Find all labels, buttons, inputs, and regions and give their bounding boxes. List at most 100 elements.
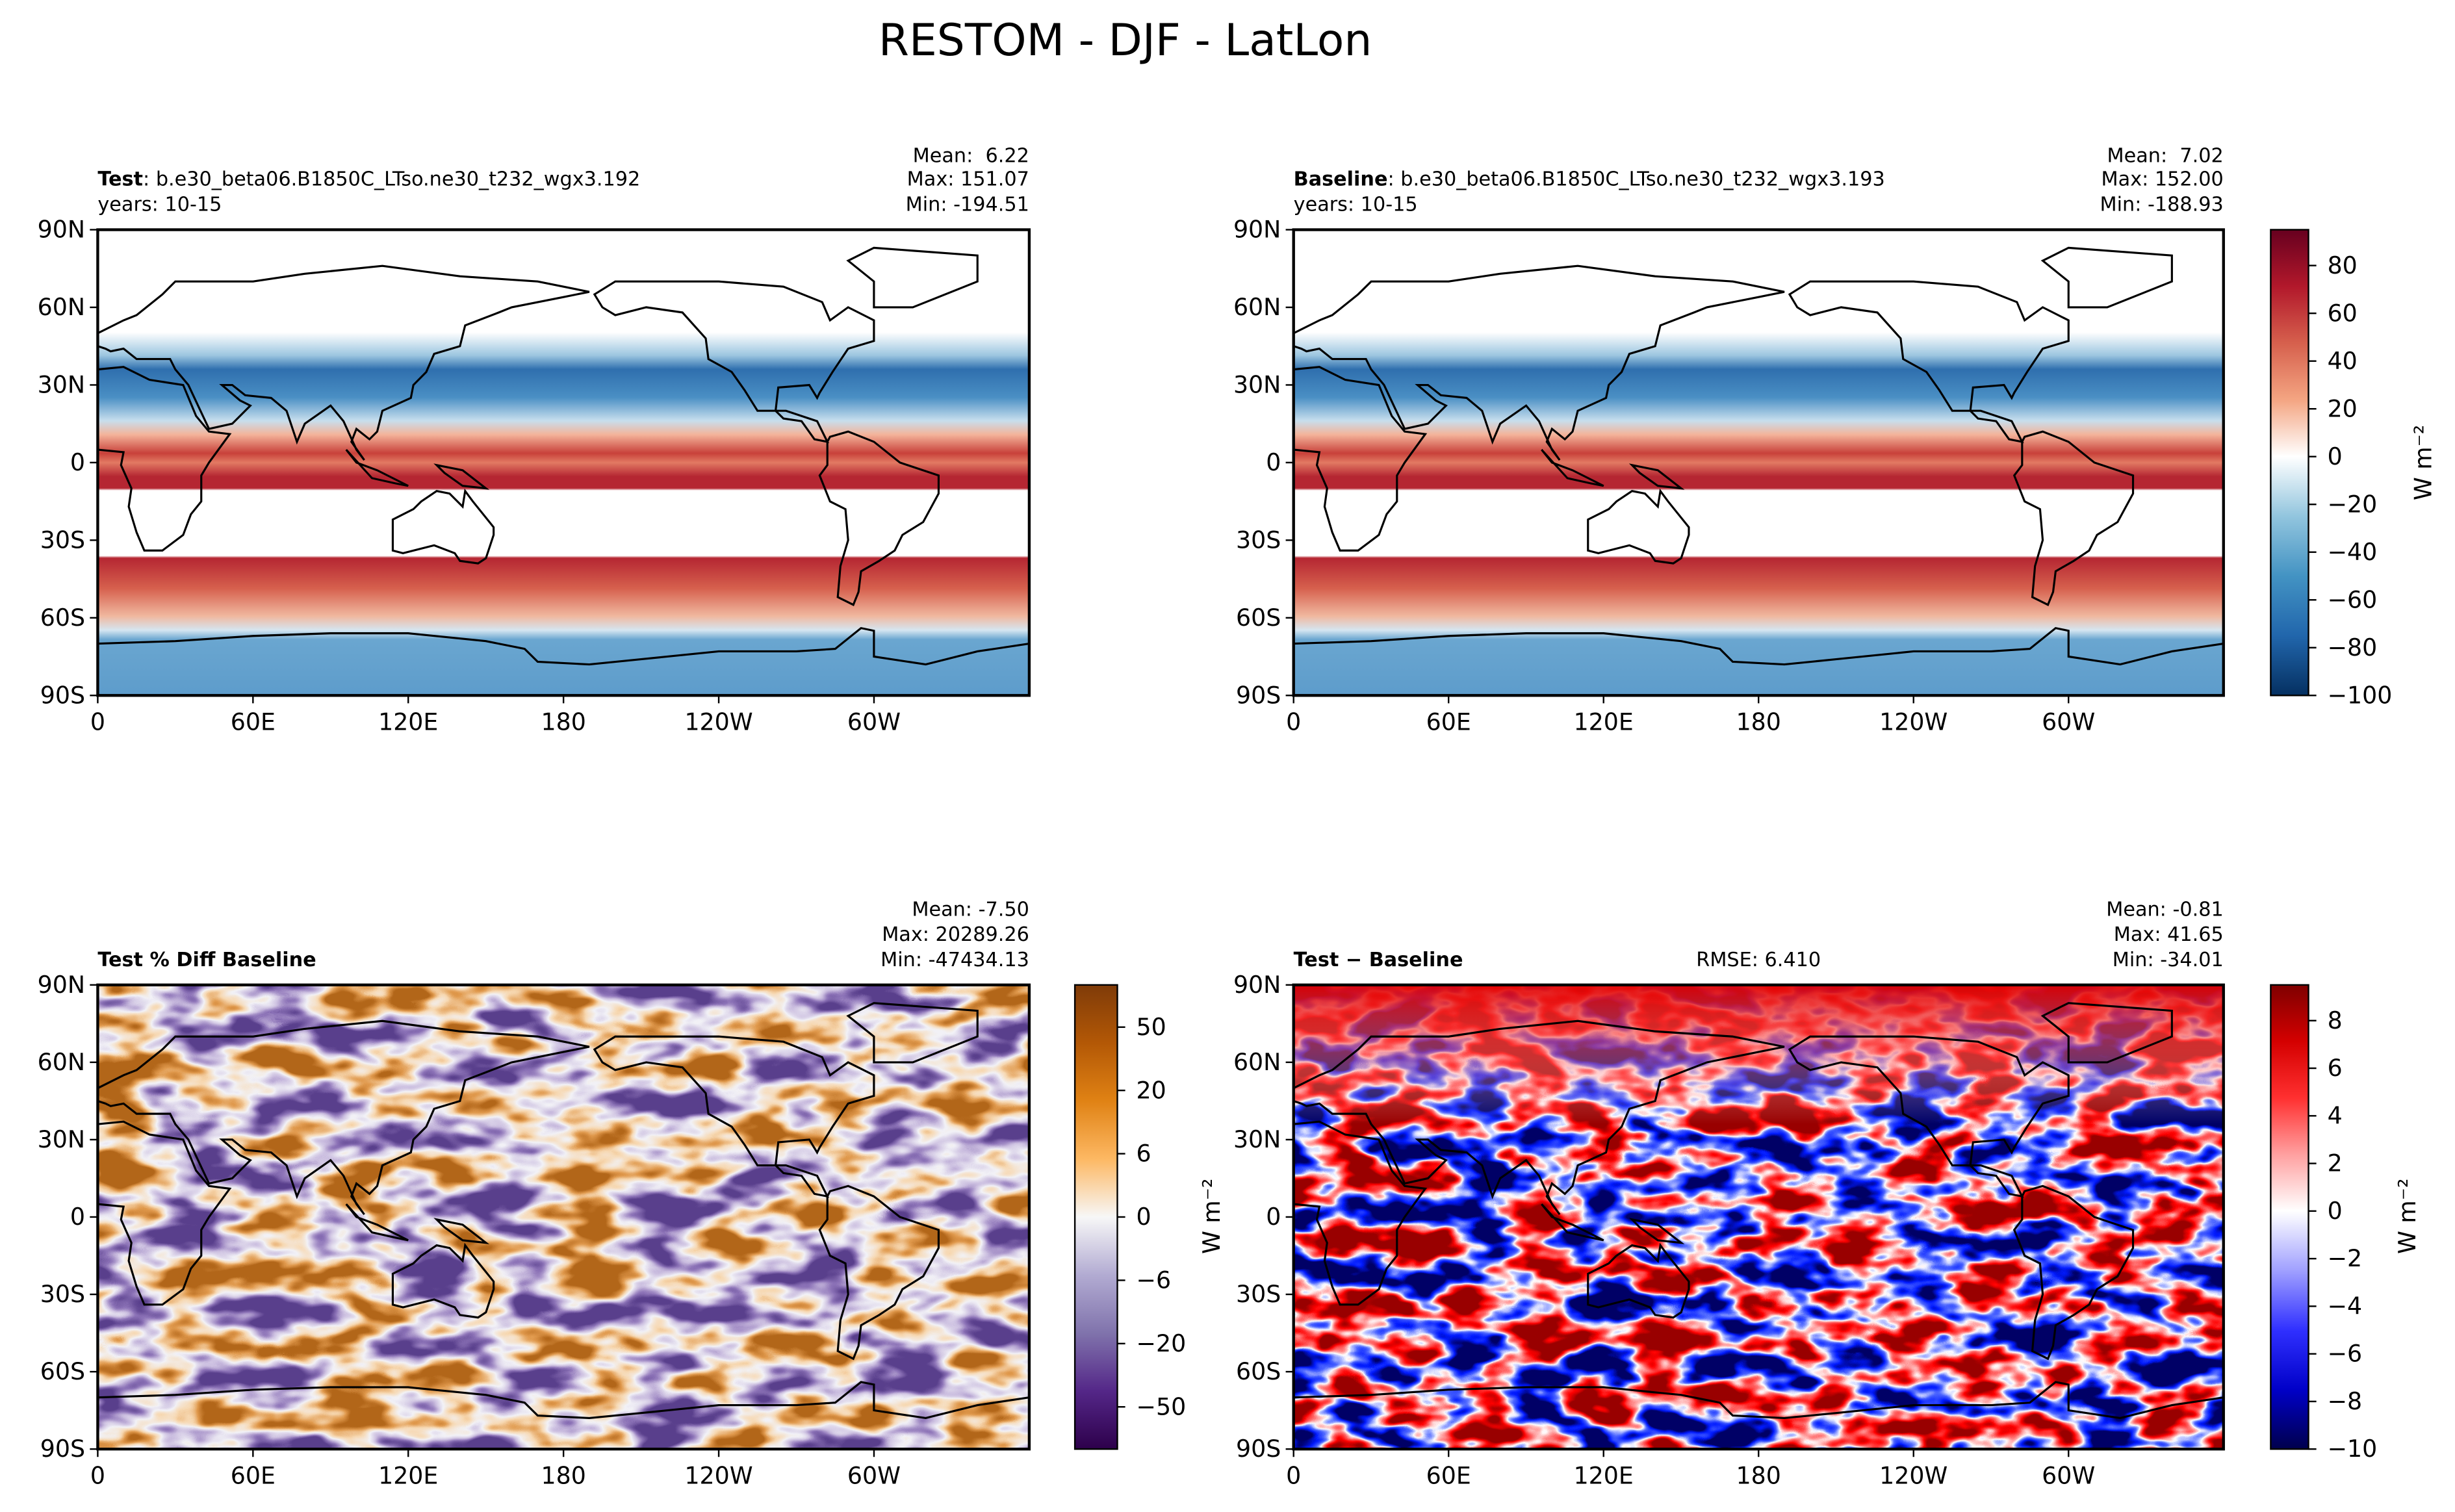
- y-tick-label: 90N: [38, 971, 85, 999]
- x-tick-label: 180: [541, 708, 585, 736]
- y-tick-label: 30N: [1233, 371, 1281, 399]
- coastline: [1293, 1019, 1785, 1216]
- colorbar-tick-label: −8: [2328, 1387, 2363, 1415]
- coastline: [97, 1120, 232, 1306]
- coastline: [391, 1242, 495, 1319]
- coastline: [1788, 280, 2070, 444]
- colorbar-tick-label: −10: [2328, 1435, 2378, 1463]
- colorbar-tick-label: −100: [2328, 681, 2393, 709]
- colorbar-tick-label: 0: [2328, 1197, 2343, 1225]
- x-tick-label: 120E: [1574, 708, 1634, 736]
- y-tick-label: 0: [70, 448, 85, 476]
- stat-label: Min: -47434.13: [880, 949, 1029, 971]
- colorbar-tick-label: −50: [1137, 1392, 1187, 1420]
- colorbar-tick-label: 20: [1137, 1076, 1166, 1104]
- stat-label: Max: 151.07: [907, 168, 1029, 191]
- colorbar: [1073, 984, 1118, 1450]
- colorbar-tick-label: −6: [2328, 1340, 2363, 1368]
- colorbar-tick-label: −80: [2328, 634, 2378, 661]
- y-tick-label: 60S: [1236, 1357, 1281, 1385]
- stat-label: Min: -188.93: [2100, 193, 2224, 216]
- colorbar-tick-label: −20: [2328, 490, 2378, 518]
- colorbar-tick-label: 50: [1137, 1013, 1166, 1041]
- y-tick-label: 30N: [1233, 1125, 1281, 1153]
- x-tick-label: 60E: [1426, 708, 1471, 736]
- panel-case: : b.e30_beta06.B1850C_LTso.ne30_t232_wgx…: [1387, 168, 1884, 191]
- coastline: [2012, 430, 2135, 606]
- stat-label: Mean: -7.50: [912, 898, 1029, 921]
- colorbar-tick-label: 4: [2328, 1101, 2343, 1129]
- colorbar-tick-label: 0: [2328, 442, 2343, 470]
- panel-title: Test % Diff Baseline: [97, 949, 316, 971]
- coastline: [97, 264, 590, 461]
- coastline: [593, 1035, 875, 1198]
- x-tick-label: 60E: [231, 708, 276, 736]
- map: [97, 229, 1029, 696]
- coastline: [97, 1381, 1029, 1420]
- coastline: [1788, 1035, 2070, 1198]
- y-tick-label: 30N: [38, 371, 85, 399]
- x-tick-label: 60W: [847, 708, 901, 736]
- coastline: [1541, 448, 1604, 487]
- colorbar-tick-label: 20: [2328, 394, 2358, 422]
- panel-title: Baseline: b.e30_beta06.B1850C_LTso.ne30_…: [1294, 168, 1885, 191]
- y-tick-label: 30S: [1236, 1280, 1281, 1308]
- map: [1293, 229, 2224, 696]
- x-tick-label: 120E: [378, 1461, 438, 1489]
- map-field: [97, 229, 1029, 696]
- colorbar-tick-label: −60: [2328, 585, 2378, 613]
- y-tick-label: 60N: [1233, 293, 1281, 321]
- y-tick-label: 0: [70, 1203, 85, 1231]
- x-tick-label: 120W: [1879, 1461, 1947, 1489]
- x-tick-label: 60E: [1426, 1461, 1471, 1489]
- figure-title: RESTOM - DJF - LatLon: [879, 14, 1372, 66]
- colorbar-tick-label: 80: [2328, 251, 2358, 279]
- x-tick-label: 60W: [2042, 708, 2095, 736]
- map-field-arctic: [1293, 984, 2224, 1450]
- stat-label: Max: 152.00: [2102, 168, 2224, 191]
- coastline: [1293, 1381, 2224, 1420]
- colorbar-units: W m⁻²: [2393, 1178, 2421, 1254]
- colorbar-tick-label: 0: [1137, 1203, 1151, 1231]
- coastline: [345, 448, 409, 487]
- coastline: [391, 488, 495, 565]
- x-tick-label: 0: [90, 1461, 105, 1489]
- coastline: [1628, 463, 1685, 490]
- coastline: [2040, 246, 2173, 309]
- colorbar-tick-label: 2: [2328, 1149, 2343, 1177]
- x-tick-label: 120E: [378, 708, 438, 736]
- colorbar-tick-label: −4: [2328, 1292, 2363, 1320]
- x-tick-label: 180: [1736, 1461, 1781, 1489]
- x-tick-label: 0: [1286, 1461, 1301, 1489]
- map-field: [1293, 229, 2224, 696]
- x-tick-label: 60W: [2042, 1461, 2095, 1489]
- coastline: [345, 1203, 409, 1242]
- colorbar-tick-label: 8: [2328, 1006, 2343, 1034]
- y-tick-label: 90S: [1236, 1435, 1281, 1463]
- coastline: [1541, 1203, 1604, 1242]
- colorbar-tick-label: 40: [2328, 347, 2358, 375]
- y-tick-label: 30S: [40, 526, 85, 554]
- colorbar-tick-label: −40: [2328, 538, 2378, 566]
- colorbar: [2270, 229, 2309, 697]
- coastline: [1587, 1242, 1690, 1319]
- stat-label: Mean: 7.02: [2107, 144, 2224, 167]
- y-tick-label: 60N: [1233, 1048, 1281, 1076]
- colorbar-tick-label: 6: [2328, 1054, 2343, 1082]
- y-tick-label: 30S: [40, 1280, 85, 1308]
- map: [97, 984, 1029, 1450]
- stat-label: Max: 20289.26: [882, 923, 1029, 946]
- panel-name: Test − Baseline: [1294, 949, 1463, 971]
- x-tick-label: 120W: [684, 708, 752, 736]
- panel-rmse: RMSE: 6.410: [1696, 949, 1821, 971]
- colorbar-tick-label: 60: [2328, 299, 2358, 327]
- panel-name: Baseline: [1294, 168, 1388, 191]
- colorbar-units: W m⁻²: [1198, 1178, 1226, 1254]
- y-tick-label: 90S: [40, 681, 85, 709]
- y-tick-label: 60N: [38, 1048, 85, 1076]
- panel-title: Test: b.e30_beta06.B1850C_LTso.ne30_t232…: [97, 168, 640, 191]
- panel-name: Test % Diff Baseline: [97, 949, 316, 971]
- y-tick-label: 30N: [38, 1125, 85, 1153]
- coastline: [818, 430, 940, 606]
